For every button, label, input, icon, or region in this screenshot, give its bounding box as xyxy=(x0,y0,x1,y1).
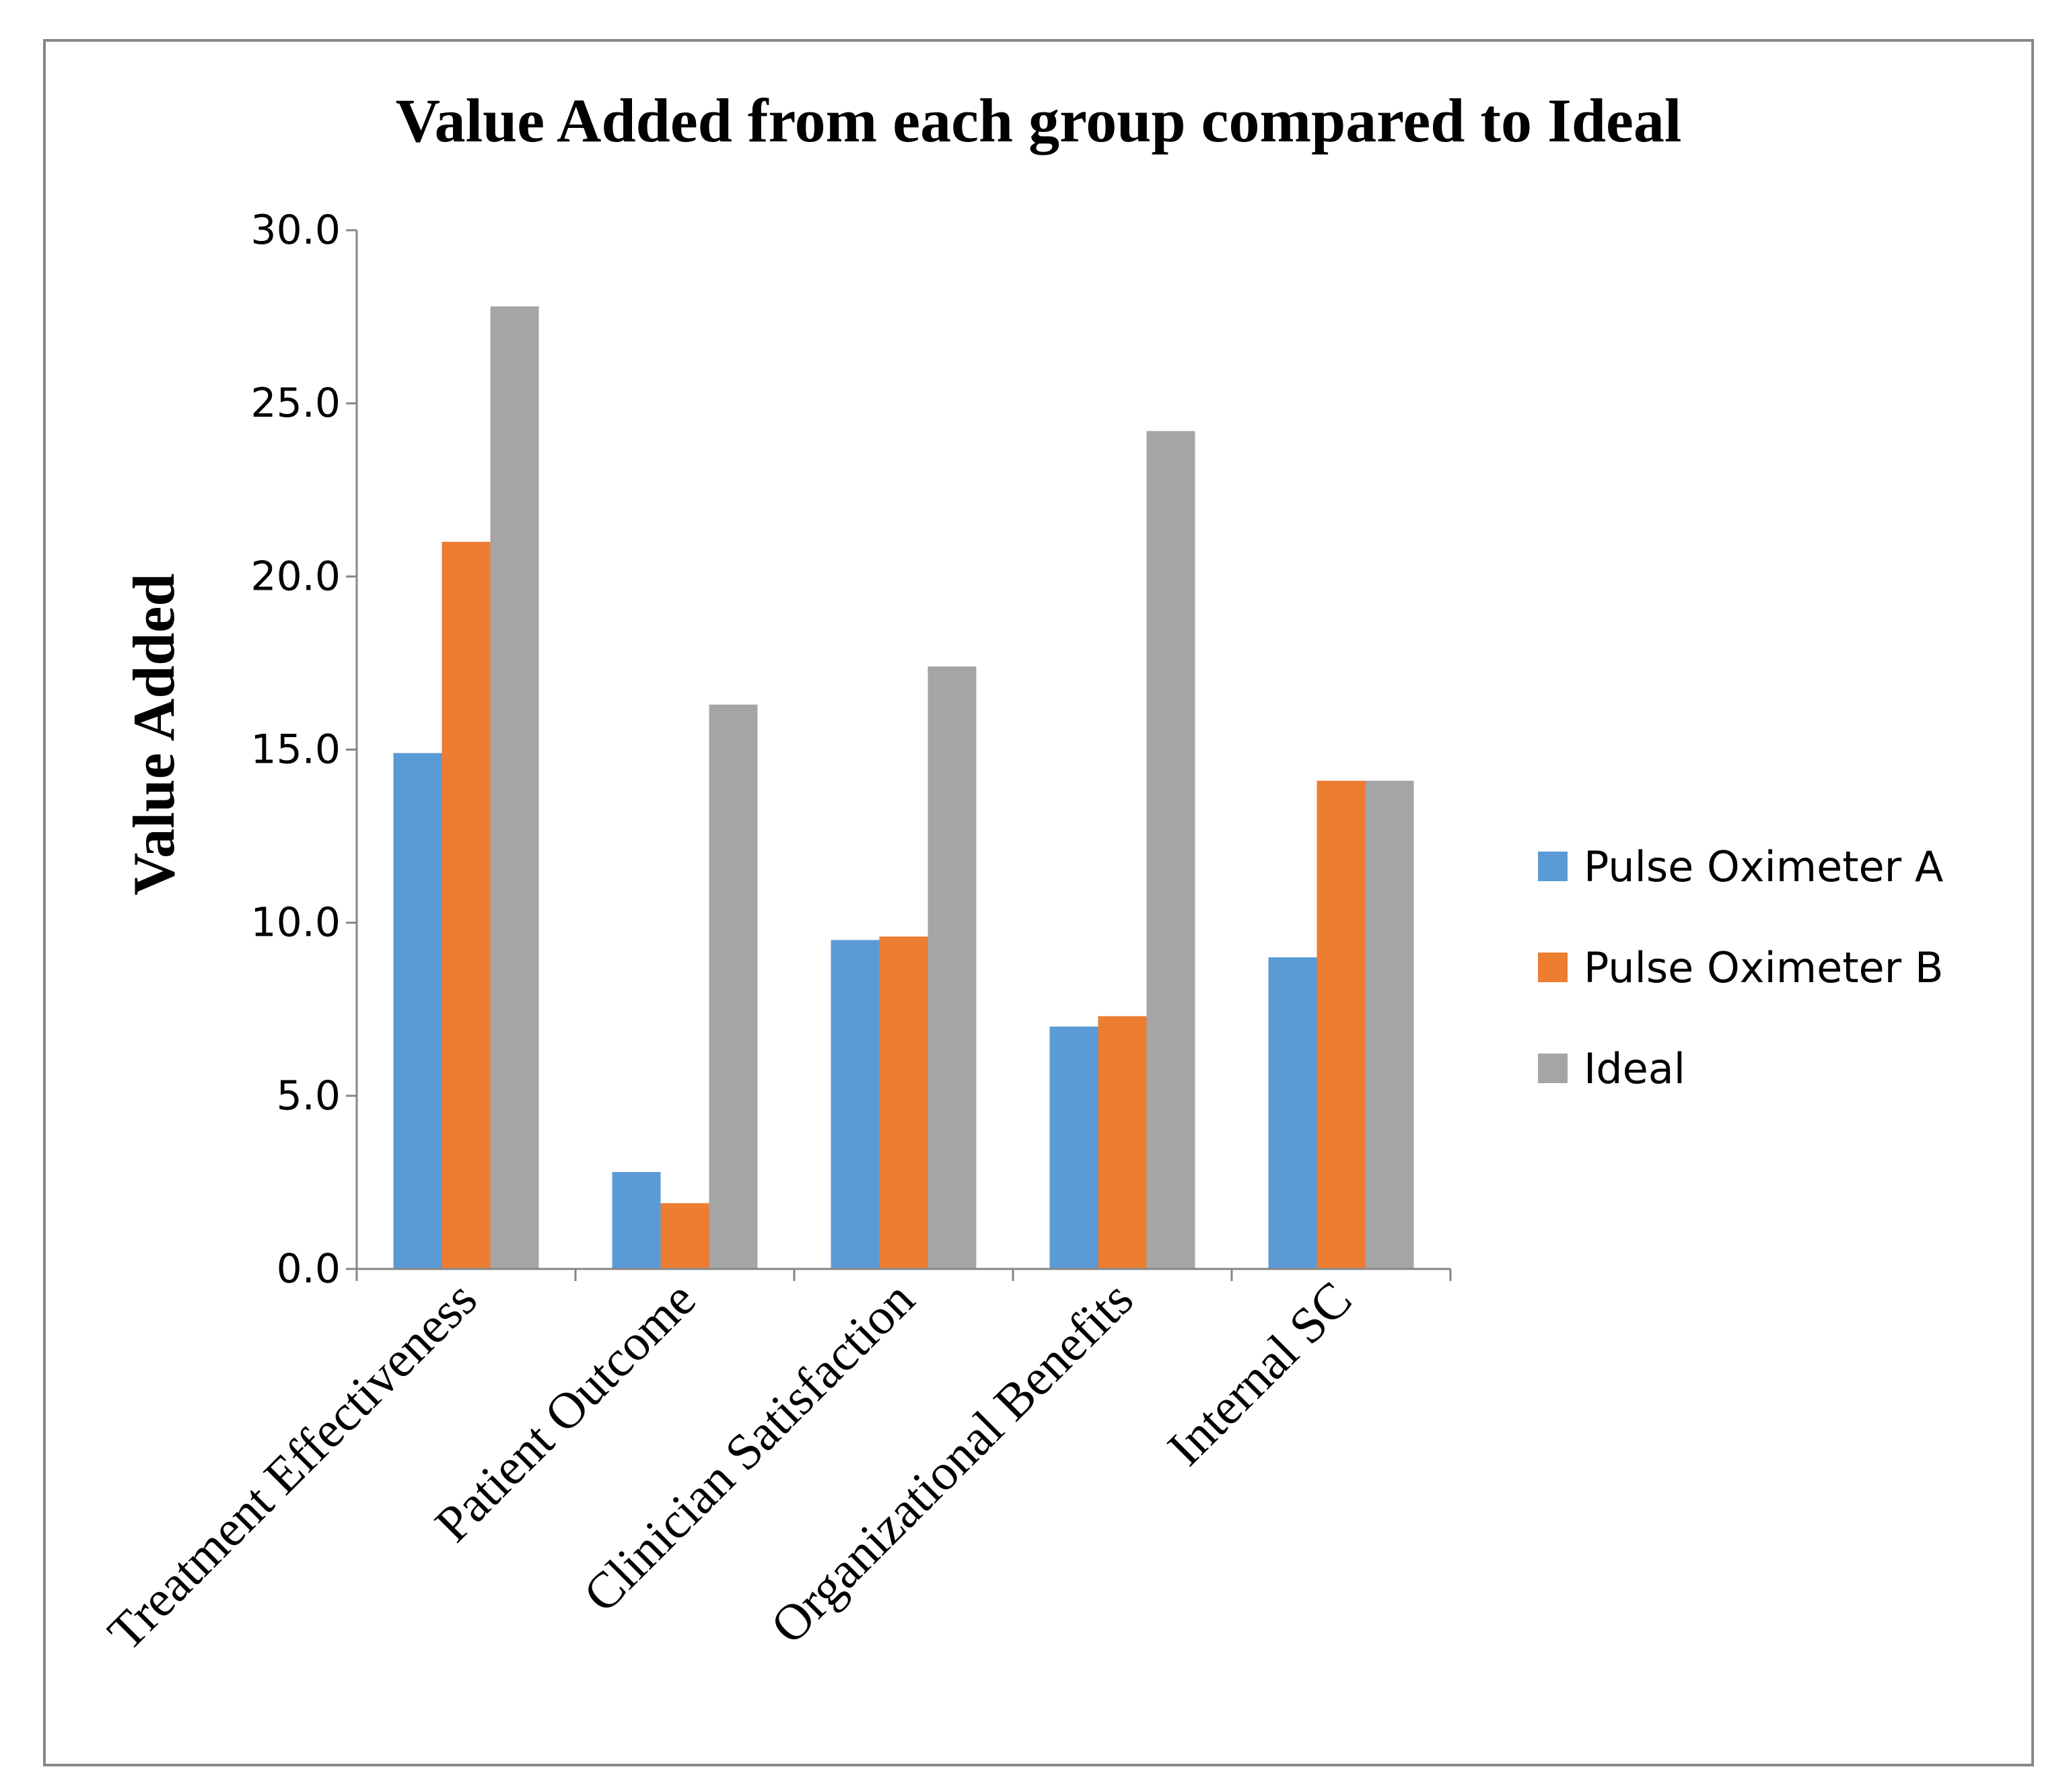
bar xyxy=(1049,1026,1098,1269)
y-axis-title: Value Added xyxy=(122,574,187,896)
bar xyxy=(612,1171,661,1269)
bar xyxy=(490,306,539,1269)
bar-series-group xyxy=(393,306,1414,1269)
y-tick-label: 10.0 xyxy=(250,899,341,946)
bar xyxy=(927,666,977,1269)
bar xyxy=(879,936,928,1269)
bar xyxy=(709,704,758,1269)
y-tick-label: 20.0 xyxy=(250,553,341,600)
y-tick-label: 25.0 xyxy=(250,380,341,427)
y-tick-label: 30.0 xyxy=(250,207,341,254)
legend-swatch xyxy=(1538,1054,1568,1083)
legend-label: Ideal xyxy=(1584,1044,1685,1093)
chart-title: Value Added from each group compared to … xyxy=(396,86,1682,155)
legend-label: Pulse Oximeter B xyxy=(1584,943,1943,992)
bar xyxy=(1268,957,1317,1269)
bar xyxy=(442,541,491,1269)
bar xyxy=(831,940,880,1269)
x-axis xyxy=(355,1268,1452,1281)
chart-frame xyxy=(43,39,2034,1766)
bar xyxy=(1317,780,1366,1269)
bar xyxy=(393,753,442,1269)
bar xyxy=(1098,1016,1147,1269)
y-tick-label: 0.0 xyxy=(277,1245,341,1293)
bar xyxy=(1146,431,1195,1269)
bar xyxy=(1365,780,1414,1269)
legend-item: Pulse Oximeter A xyxy=(1538,842,1943,891)
y-tick-label: 5.0 xyxy=(277,1072,341,1119)
bar xyxy=(660,1203,709,1269)
legend-label: Pulse Oximeter A xyxy=(1584,842,1943,891)
series-ideal xyxy=(490,306,1414,1269)
y-axis: 0.0 5.0 10.0 15.0 20.0 25.0 30.0 xyxy=(250,207,358,1293)
legend-item: Pulse Oximeter B xyxy=(1538,943,1943,992)
legend-swatch xyxy=(1538,953,1568,982)
legend: Pulse Oximeter A Pulse Oximeter B Ideal xyxy=(1538,842,1943,1093)
series-pulse-oximeter-b xyxy=(442,541,1366,1269)
legend-item: Ideal xyxy=(1538,1044,1685,1093)
legend-swatch xyxy=(1538,852,1568,881)
series-pulse-oximeter-a xyxy=(393,753,1317,1269)
y-tick-label: 15.0 xyxy=(250,726,341,773)
